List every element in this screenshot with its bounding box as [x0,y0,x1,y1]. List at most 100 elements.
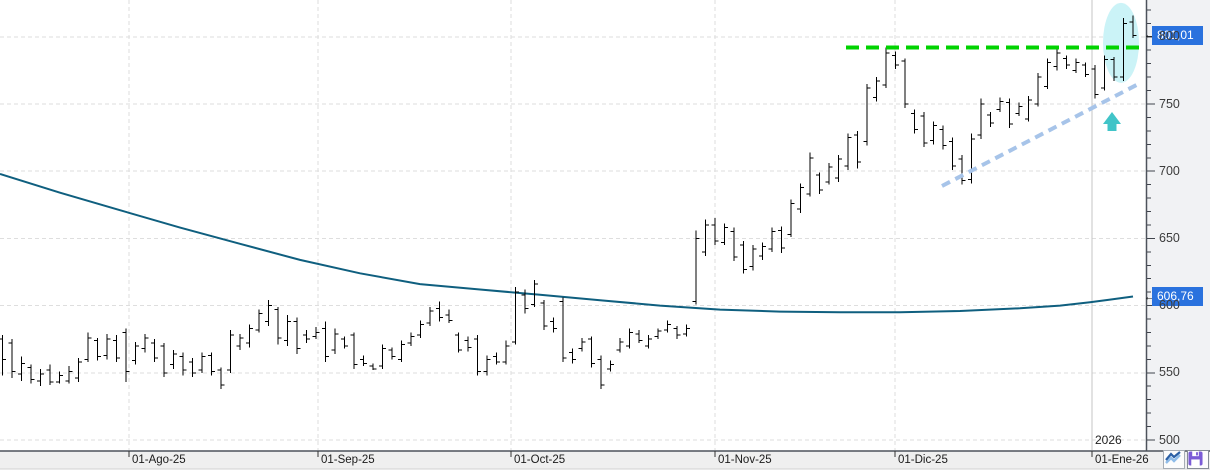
ohlc-bar [103,333,111,360]
ohlc-bar [854,130,861,169]
ohlc-bar [474,335,481,376]
ohlc-bar [626,328,633,349]
highlight-ellipse[interactable] [1103,2,1139,83]
ohlc-bar [873,77,880,102]
ohlc-bar [398,340,405,363]
ohlc-bar [141,333,149,353]
ohlc-bar [217,367,225,389]
ohlc-bar [1015,102,1023,117]
ohlc-bar [1110,56,1118,82]
ohlc-bar [246,324,253,348]
ohlc-bar [1044,58,1051,90]
ohlc-bar [1101,55,1108,91]
ohlc-bar [445,309,453,324]
up-arrow-icon[interactable] [1103,111,1121,131]
zigzag-indicator-button[interactable] [1163,450,1185,469]
ohlc-bar [46,364,54,385]
ohlc-bar [493,352,500,365]
moving-average-path [0,172,1134,314]
save-icon [1188,451,1203,466]
ohlc-bar [825,163,833,185]
ohlc-bar [673,325,681,340]
ohlc-bar [1025,95,1032,122]
ohlc-bar [160,343,168,377]
ohlc-bar [322,321,329,363]
ohlc-bar [303,329,310,344]
ohlc-bar [569,348,576,364]
ohlc-bar [170,349,177,369]
y-axis-area[interactable] [1147,0,1210,451]
ohlc-bar [645,335,652,349]
ohlc-bar [996,97,1004,113]
ohlc-bar [683,324,690,337]
ohlc-bar [331,328,339,354]
ohlc-bar [227,329,234,373]
ohlc-bar [1091,65,1099,99]
ohlc-bar [740,241,747,274]
ohlc-bar [94,337,101,361]
ohlc-bar [179,352,187,376]
ohlc-bar [949,137,956,170]
ohlc-bar [1072,58,1080,74]
zigzag-icon [1165,451,1181,464]
ohlc-bar [550,317,557,333]
ohlc-bar [388,347,396,360]
current-price-pointer-icon: ← [1144,29,1155,42]
ma-price-pointer-icon: ← [1144,290,1155,303]
ohlc-bar [208,352,215,376]
ohlc-bar [702,219,709,256]
ohlc-bar [654,328,662,340]
ohlc-bar [369,363,377,371]
ohlc-bar [968,133,975,184]
ohlc-bar [920,112,928,148]
price-marker-moving-average[interactable]: 606,76 [1152,287,1203,306]
trend-line[interactable] [941,81,1141,188]
ohlc-bar [901,58,909,109]
ohlc-bar [56,371,63,384]
x-axis-label: 01-Nov-25 [718,454,772,466]
ohlc-bar [816,172,823,195]
ohlc-bar [455,332,462,353]
ohlc-bar [265,300,272,326]
ohlc-bar [730,227,738,262]
ohlc-bar [379,344,386,369]
ohlc-bar [122,328,130,383]
ohlc-bar [749,245,757,271]
save-button[interactable] [1187,450,1209,469]
ohlc-bar [18,356,25,381]
ohlc-bar [882,47,890,88]
ohlc-bar [787,199,795,238]
price-marker-current[interactable]: 801,01 [1152,25,1203,45]
moving-average-line[interactable] [0,172,1134,314]
ohlc-bar [312,327,320,340]
ohlc-bar [597,355,605,389]
ohlc-bar [37,368,44,387]
ohlc-bar [1006,98,1013,129]
ohlc-bar [607,360,614,372]
ohlc-bar [1082,62,1089,78]
y-axis-label: 700 [1159,163,1180,178]
ohlc-bar [0,335,6,376]
x-axis-label: 01-Ago-25 [132,454,186,466]
ohlc-bar [692,230,700,305]
y-axis-label: 600 [1159,298,1180,313]
y-axis-label: 500 [1159,432,1180,447]
ohlc-bar [255,309,263,333]
y-axis-label: 550 [1159,365,1180,380]
ohlc-bar [8,339,16,379]
ohlc-bar [721,223,728,246]
ohlc-bar [1034,73,1042,107]
x-axis-area[interactable] [0,451,1210,469]
ohlc-bar [151,339,158,363]
ohlc-bar [635,329,643,344]
ohlc-bar [588,336,595,368]
ohlc-bar [987,112,994,127]
annotation-layer[interactable] [846,45,1141,188]
x-axis-label: 01-Dic-25 [898,454,948,466]
ohlc-bar [464,336,472,352]
ohlc-bar [436,301,443,322]
ohlc-bar [958,155,966,185]
grid-lines [0,0,1146,450]
ohlc-bar [1053,47,1061,71]
